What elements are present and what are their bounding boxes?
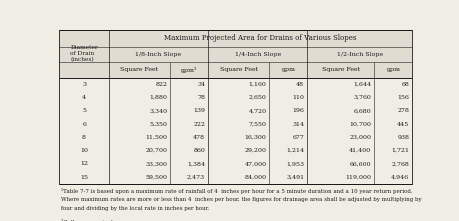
Text: 66,600: 66,600: [349, 161, 370, 166]
Text: 1,880: 1,880: [149, 95, 167, 100]
Text: ¹Table 7-7 is based upon a maximum rate of rainfall of 4  inches per hour for a : ¹Table 7-7 is based upon a maximum rate …: [61, 187, 412, 194]
Text: 677: 677: [292, 135, 304, 140]
Text: 5,350: 5,350: [149, 122, 167, 127]
Text: 29,200: 29,200: [244, 148, 266, 153]
Text: 8: 8: [82, 135, 86, 140]
Text: 6,680: 6,680: [353, 108, 370, 113]
Text: 33,300: 33,300: [145, 161, 167, 166]
Text: 3,491: 3,491: [285, 175, 304, 180]
Text: 222: 222: [193, 122, 205, 127]
Text: 445: 445: [396, 122, 409, 127]
Text: 2,650: 2,650: [248, 95, 266, 100]
Text: 34: 34: [196, 82, 205, 87]
Text: 1,953: 1,953: [286, 161, 304, 166]
Text: gpm: gpm: [281, 67, 295, 72]
Text: Square Feet: Square Feet: [321, 67, 359, 72]
Text: 15: 15: [80, 175, 88, 180]
Text: 3,340: 3,340: [149, 108, 167, 113]
Text: 41,400: 41,400: [348, 148, 370, 153]
Text: 10: 10: [80, 148, 88, 153]
Text: 3: 3: [82, 82, 86, 87]
Text: 3,760: 3,760: [353, 95, 370, 100]
Text: 1/8-Inch Slope: 1/8-Inch Slope: [135, 52, 181, 57]
Text: 16,300: 16,300: [244, 135, 266, 140]
Text: Maximum Projected Area for Drains of Various Slopes: Maximum Projected Area for Drains of Var…: [164, 34, 356, 42]
Text: 2,473: 2,473: [187, 175, 205, 180]
Text: 1,160: 1,160: [248, 82, 266, 87]
Text: gpm: gpm: [386, 67, 399, 72]
Text: 196: 196: [292, 108, 304, 113]
Text: 860: 860: [193, 148, 205, 153]
Text: 78: 78: [197, 95, 205, 100]
Text: 5: 5: [82, 108, 86, 113]
Text: Square Feet: Square Feet: [120, 67, 158, 72]
Text: ²Gallons per minute.: ²Gallons per minute.: [61, 219, 118, 221]
Text: 47,000: 47,000: [244, 161, 266, 166]
Text: 7,550: 7,550: [248, 122, 266, 127]
Text: 938: 938: [397, 135, 409, 140]
Text: 11,500: 11,500: [145, 135, 167, 140]
Text: 1,721: 1,721: [391, 148, 409, 153]
Text: 59,500: 59,500: [145, 175, 167, 180]
Text: 84,000: 84,000: [244, 175, 266, 180]
Text: 156: 156: [397, 95, 409, 100]
Text: 1/4-Inch Slope: 1/4-Inch Slope: [234, 52, 280, 57]
Text: 6: 6: [82, 122, 86, 127]
Text: 1,214: 1,214: [285, 148, 304, 153]
Text: Square Feet: Square Feet: [219, 67, 257, 72]
Text: 1/2-Inch Slope: 1/2-Inch Slope: [336, 52, 382, 57]
Text: 2,768: 2,768: [391, 161, 409, 166]
Text: Where maximum rates are more or less than 4  inches per hour, the figures for dr: Where maximum rates are more or less tha…: [61, 197, 421, 202]
Text: 12: 12: [80, 161, 88, 166]
Text: 1,644: 1,644: [353, 82, 370, 87]
Text: 314: 314: [291, 122, 304, 127]
Text: 68: 68: [401, 82, 409, 87]
Text: 119,000: 119,000: [345, 175, 370, 180]
Text: 48: 48: [296, 82, 304, 87]
Text: 478: 478: [193, 135, 205, 140]
Text: 10,700: 10,700: [349, 122, 370, 127]
Text: 278: 278: [397, 108, 409, 113]
Text: 4: 4: [82, 95, 86, 100]
Text: 4,720: 4,720: [248, 108, 266, 113]
Text: four and dividing by the local rate in inches per hour.: four and dividing by the local rate in i…: [61, 206, 209, 211]
Text: Diameter
of Drain
(inches): Diameter of Drain (inches): [70, 45, 98, 62]
Text: gpm²: gpm²: [180, 67, 197, 73]
Text: 1,384: 1,384: [187, 161, 205, 166]
Bar: [59, 30, 411, 78]
Text: 20,700: 20,700: [145, 148, 167, 153]
Text: 23,000: 23,000: [349, 135, 370, 140]
Text: 4,946: 4,946: [391, 175, 409, 180]
Text: 110: 110: [292, 95, 304, 100]
Text: 139: 139: [193, 108, 205, 113]
Text: 822: 822: [155, 82, 167, 87]
